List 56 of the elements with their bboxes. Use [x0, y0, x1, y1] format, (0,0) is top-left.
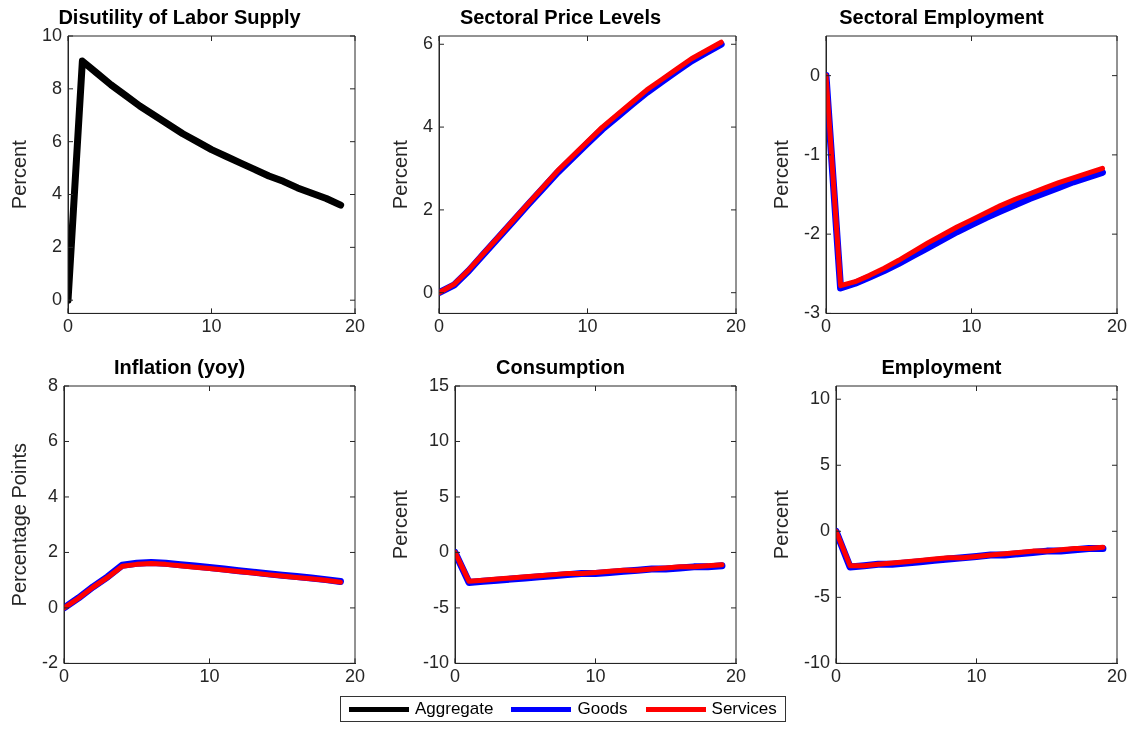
x-tick-label: 20: [725, 666, 747, 687]
y-tick-label: 0: [439, 541, 450, 562]
legend-label: Goods: [577, 699, 628, 719]
y-axis-title: Percent: [769, 139, 792, 210]
y-tick-label: 6: [423, 33, 434, 54]
y-tick-label: 8: [47, 374, 58, 395]
y-tick-label: 4: [52, 183, 63, 204]
y-tick-label: -2: [41, 652, 58, 673]
x-tick-label: 20: [344, 666, 366, 687]
chart-title: Consumption: [496, 355, 625, 378]
y-tick-label: 8: [52, 77, 63, 98]
y-tick-label: 6: [47, 430, 58, 451]
y-axis-title: Percent: [769, 489, 792, 560]
y-tick-label: 0: [423, 281, 434, 302]
y-tick-label: 0: [47, 596, 58, 617]
x-tick-label: 10: [201, 316, 222, 337]
y-tick-label: -10: [804, 652, 831, 673]
chart-title: Employment: [881, 355, 1002, 378]
y-axis-title: Percent: [7, 139, 30, 210]
y-tick-label: -5: [433, 596, 450, 617]
y-tick-label: 0: [820, 520, 831, 541]
y-tick-label: -1: [803, 143, 820, 164]
x-tick-label: 10: [961, 316, 982, 337]
y-tick-label: 10: [809, 388, 831, 409]
chart-title: Sectoral Price Levels: [459, 5, 662, 28]
y-tick-label: 2: [52, 236, 63, 257]
legend-label: Services: [711, 699, 777, 719]
chart-title: Sectoral Employment: [839, 5, 1045, 28]
y-axis-title: Percent: [388, 139, 411, 210]
y-tick-label: 5: [439, 485, 450, 506]
y-tick-label: 0: [52, 289, 63, 310]
chart-title: Inflation (yoy): [113, 355, 246, 378]
x-tick-label: 10: [585, 666, 606, 687]
y-tick-label: 10: [428, 430, 450, 451]
y-tick-label: -2: [803, 223, 820, 244]
x-tick-label: 20: [344, 316, 366, 337]
legend-label: Aggregate: [415, 699, 494, 719]
y-tick-label: 2: [47, 541, 58, 562]
y-tick-label: 2: [423, 198, 434, 219]
y-tick-label: 5: [820, 454, 831, 475]
y-tick-label: -10: [423, 652, 450, 673]
x-tick-label: 10: [577, 316, 598, 337]
x-tick-label: 10: [966, 666, 987, 687]
x-tick-label: 20: [1106, 316, 1128, 337]
y-tick-label: 15: [428, 374, 450, 395]
y-tick-label: -5: [814, 586, 831, 607]
y-tick-label: 0: [809, 64, 820, 85]
y-axis-title: Percent: [388, 489, 411, 560]
x-tick-label: 20: [1106, 666, 1128, 687]
y-axis-title: Percentage Points: [7, 442, 30, 607]
y-tick-label: 4: [47, 485, 58, 506]
y-tick-label: -3: [803, 302, 820, 323]
y-tick-label: 4: [423, 116, 434, 137]
y-tick-label: 6: [52, 130, 63, 151]
x-tick-label: 10: [199, 666, 220, 687]
x-tick-label: 20: [725, 316, 747, 337]
